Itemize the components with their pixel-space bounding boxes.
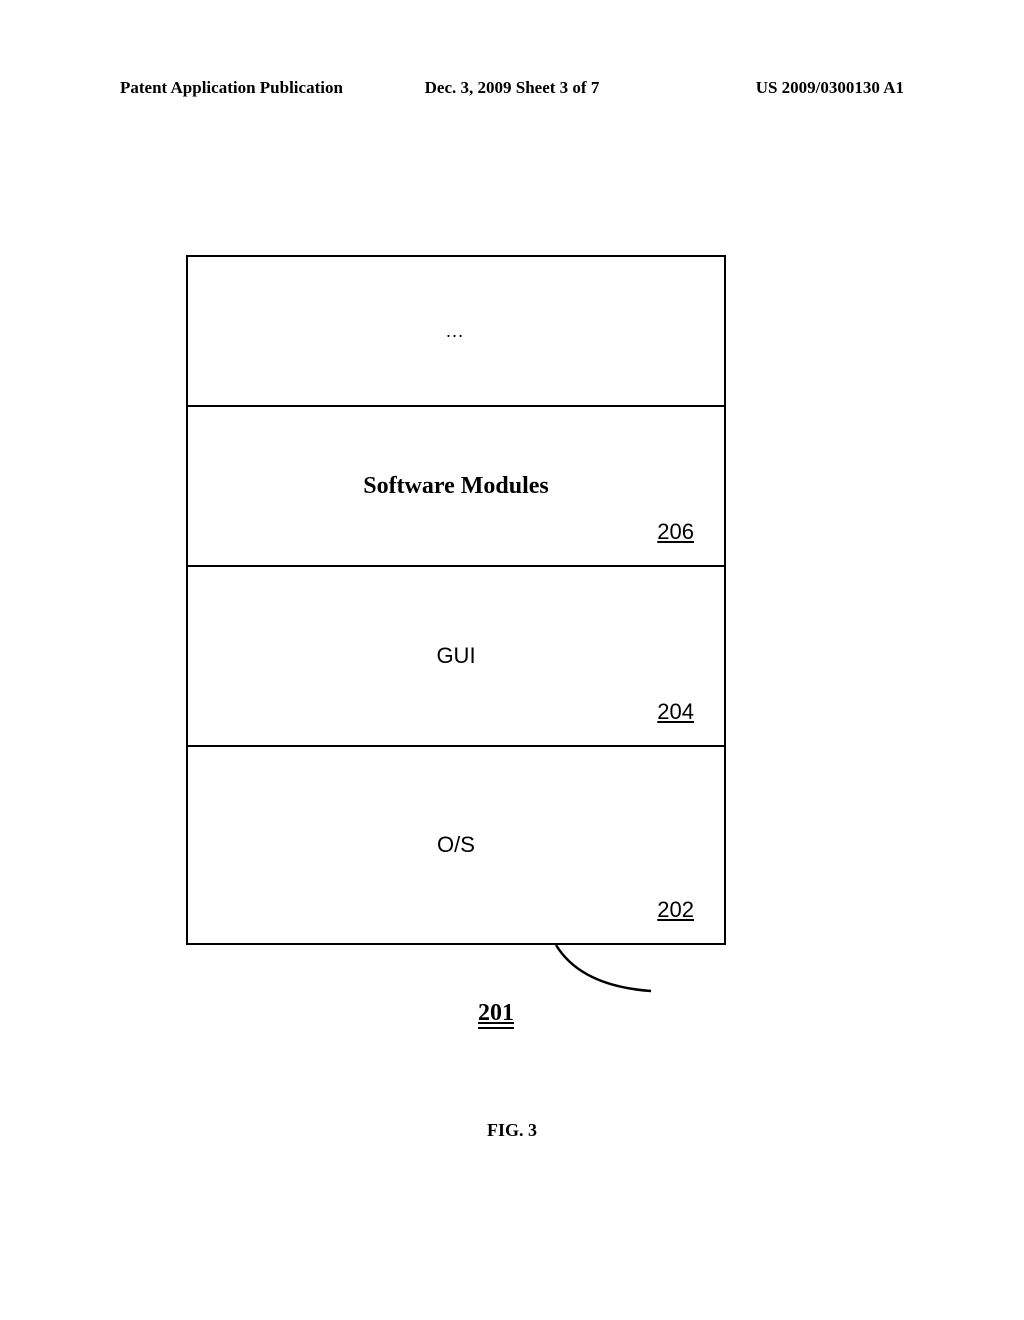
os-ref: 202	[657, 897, 694, 923]
software-modules-title: Software Modules	[363, 473, 549, 500]
header-date-sheet: Dec. 3, 2009 Sheet 3 of 7	[381, 78, 642, 98]
layered-diagram: … Software Modules 206 GUI 204 O/S 202	[186, 255, 726, 945]
ellipsis-text: …	[446, 321, 467, 342]
header-publication: Patent Application Publication	[120, 78, 381, 98]
header-pub-number: US 2009/0300130 A1	[643, 78, 904, 98]
layer-gui: GUI 204	[186, 565, 726, 745]
layer-software-modules: Software Modules 206	[186, 405, 726, 565]
callout-line-icon	[506, 941, 666, 1001]
os-title: O/S	[437, 832, 475, 858]
page-header: Patent Application Publication Dec. 3, 2…	[0, 78, 1024, 98]
figure-caption: FIG. 3	[0, 1120, 1024, 1141]
gui-ref: 204	[657, 699, 694, 725]
layer-os: O/S 202	[186, 745, 726, 945]
software-modules-ref: 206	[657, 519, 694, 545]
overall-reference-number: 201	[478, 1000, 514, 1029]
layer-ellipsis: …	[186, 255, 726, 405]
gui-title: GUI	[436, 643, 475, 669]
